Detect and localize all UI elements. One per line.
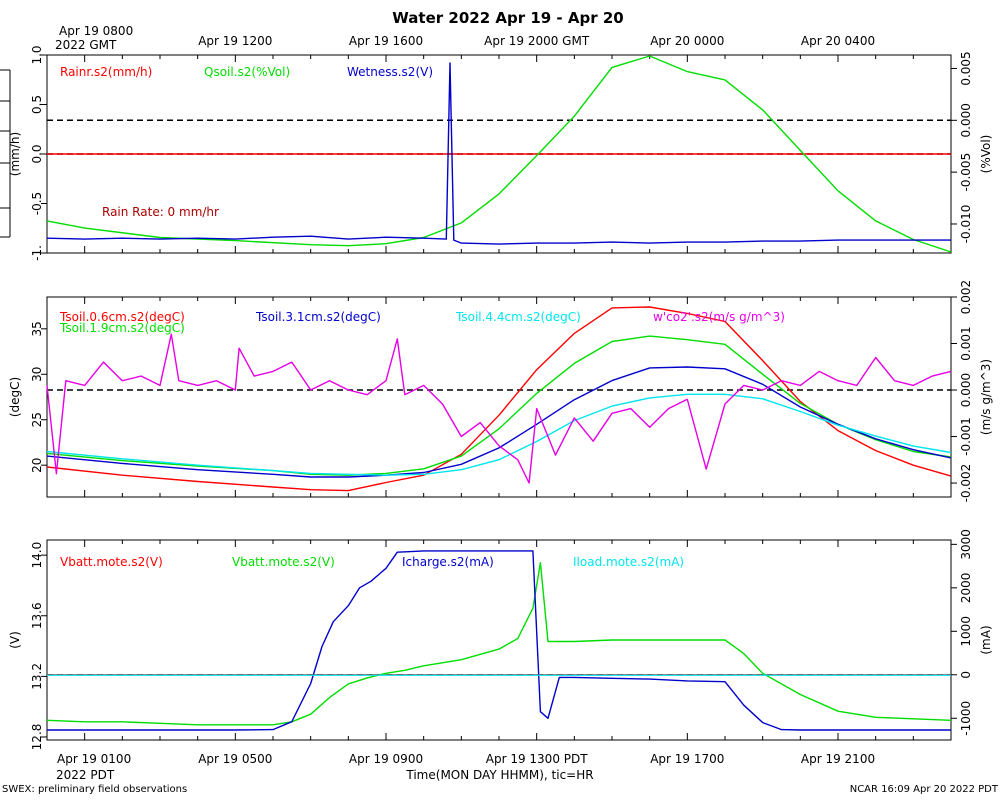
right-y-tick-label: 0.000 <box>959 373 973 407</box>
right-y-tick-label: 0.002 <box>959 280 973 314</box>
left-y-tick-label: 0.5 <box>30 95 44 114</box>
right-y-tick-label: 0.005 <box>959 51 973 85</box>
series-line-green <box>46 562 952 726</box>
x-axis-label: Time(MON DAY HHMM), tic=HR <box>405 768 593 782</box>
left-y-tick-label: 13.2 <box>30 663 44 690</box>
left-y-tick-label: 14.0 <box>30 542 44 569</box>
left-y-tick-label: 30 <box>30 367 44 382</box>
bottom-axis-start-line1: Apr 19 0100 <box>57 752 131 766</box>
soil-temperature-co2-panel: 20 25 30 35 -0.002 -0.001 0.000 0.001 0.002 (degC… <box>8 280 993 503</box>
right-y-tick-label: 0.000 <box>959 103 973 137</box>
bottom-axis-tick-label: Apr 19 2100 <box>801 752 875 766</box>
top-axis-tick-label: Apr 20 0000 <box>650 34 724 48</box>
left-y-tick-label: 12.8 <box>30 724 44 751</box>
left-y-tick-label: -1. <box>30 245 44 261</box>
series-line-blue <box>46 62 951 245</box>
panel-frame <box>46 539 952 741</box>
top-axis-start-line2: 2022 GMT <box>55 38 117 52</box>
legend-entry-green: Vbatt.mote.s2(V) <box>232 555 335 569</box>
rain-soil-moisture-panel: Rain Rate: 0 mm/hr -1. -0.5 0.0 0.5 1.0 -0.01… <box>8 45 993 260</box>
series-line-green <box>46 55 952 253</box>
top-time-axis: Apr 19 0800 2022 GMT Apr 19 1200 Apr 19 1… <box>55 24 875 52</box>
right-axis-title: (mA) <box>979 625 993 654</box>
left-y-tick-label: 25 <box>30 412 44 427</box>
legend-entry-green: Tsoil.1.9cm.s2(degC) <box>59 321 185 335</box>
series-line-blue <box>46 366 952 478</box>
right-axis-title: (m/s g/m^3) <box>979 359 993 435</box>
chart-title: Water 2022 Apr 19 - Apr 20 <box>392 9 623 27</box>
right-y-tick-label: -0.005 <box>959 153 973 192</box>
left-y-tick-label: 1.0 <box>30 45 44 64</box>
right-y-tick-label: -0.010 <box>959 205 973 244</box>
legend-entry-cyan: Tsoil.4.4cm.s2(degC) <box>455 310 581 324</box>
top-axis-tick-label: Apr 19 1600 <box>349 34 423 48</box>
series-line-magenta <box>46 333 952 484</box>
right-y-tick-label: -1000 <box>959 701 973 736</box>
footer-right: NCAR 16:09 Apr 20 2022 PDT <box>850 784 999 795</box>
right-y-tick-label: 3000 <box>959 529 973 560</box>
footer-left: SWEX: preliminary field observations <box>2 784 187 795</box>
bottom-axis-start-line2: 2022 PDT <box>56 768 115 782</box>
right-y-tick-label: 0.001 <box>959 326 973 360</box>
legend-entry-red: Rainr.s2(mm/h) <box>60 65 152 79</box>
legend-entry-blue: Tsoil.3.1cm.s2(degC) <box>255 310 381 324</box>
legend-entry-green: Qsoil.s2(%Vol) <box>204 65 290 79</box>
legend-entry-blue: Wetness.s2(V) <box>347 65 433 79</box>
series-line-cyan <box>46 393 952 476</box>
right-y-tick-label: 0 <box>959 671 973 679</box>
left-y-tick-label: 13.6 <box>30 602 44 629</box>
left-axis-title: (V) <box>8 631 22 649</box>
top-axis-tick-label: Apr 19 2000 GMT <box>484 34 590 48</box>
legend-entry-cyan: Iload.mote.s2(mA) <box>573 555 684 569</box>
bottom-axis-tick-label: Apr 19 0500 <box>198 752 272 766</box>
top-axis-tick-label: Apr 19 1200 <box>198 34 272 48</box>
left-y-tick-label: 0.0 <box>30 144 44 163</box>
legend-entry-red: Tsoil.0.6cm.s2(degC) <box>59 310 185 324</box>
legend-entry-magenta: w'co2'.s2(m/s g/m^3) <box>653 310 785 324</box>
bottom-axis-tick-label: Apr 19 1300 PDT <box>486 752 588 766</box>
legend-entry-red: Vbatt.mote.s2(V) <box>60 555 163 569</box>
top-axis-start-line1: Apr 19 0800 <box>59 24 133 38</box>
left-y-tick-label: 35 <box>30 321 44 336</box>
bottom-axis-tick-label: Apr 19 1700 <box>650 752 724 766</box>
top-axis-tick-label: Apr 20 0400 <box>801 34 875 48</box>
right-y-tick-label: -0.002 <box>959 464 973 503</box>
series-line-green <box>46 335 952 476</box>
right-y-tick-label: -0.001 <box>959 417 973 456</box>
left-axis-title: (degC) <box>8 377 22 417</box>
left-edge-scale <box>0 69 11 238</box>
series-line-blue <box>47 550 951 731</box>
left-axis-title: (mm/h) <box>8 132 22 176</box>
bottom-time-axis: Apr 19 0500 Apr 19 0900 Apr 19 1300 PDT Apr… <box>56 752 875 782</box>
bottom-axis-tick-label: Apr 19 0900 <box>349 752 423 766</box>
right-y-tick-label: 2000 <box>959 573 973 604</box>
battery-current-panel: 12.8 13.2 13.6 14.0 -1000 0 1000 2000 3000 (V) (mA… <box>8 529 993 750</box>
legend-entry-blue: Icharge.s2(mA) <box>402 555 494 569</box>
right-y-tick-label: 1000 <box>959 616 973 647</box>
left-y-tick-label: 20 <box>30 458 44 473</box>
left-y-tick-label: -0.5 <box>30 192 44 215</box>
right-axis-title: (%Vol) <box>979 135 993 174</box>
annotation-rain-rate: Rain Rate: 0 mm/hr <box>102 205 219 219</box>
